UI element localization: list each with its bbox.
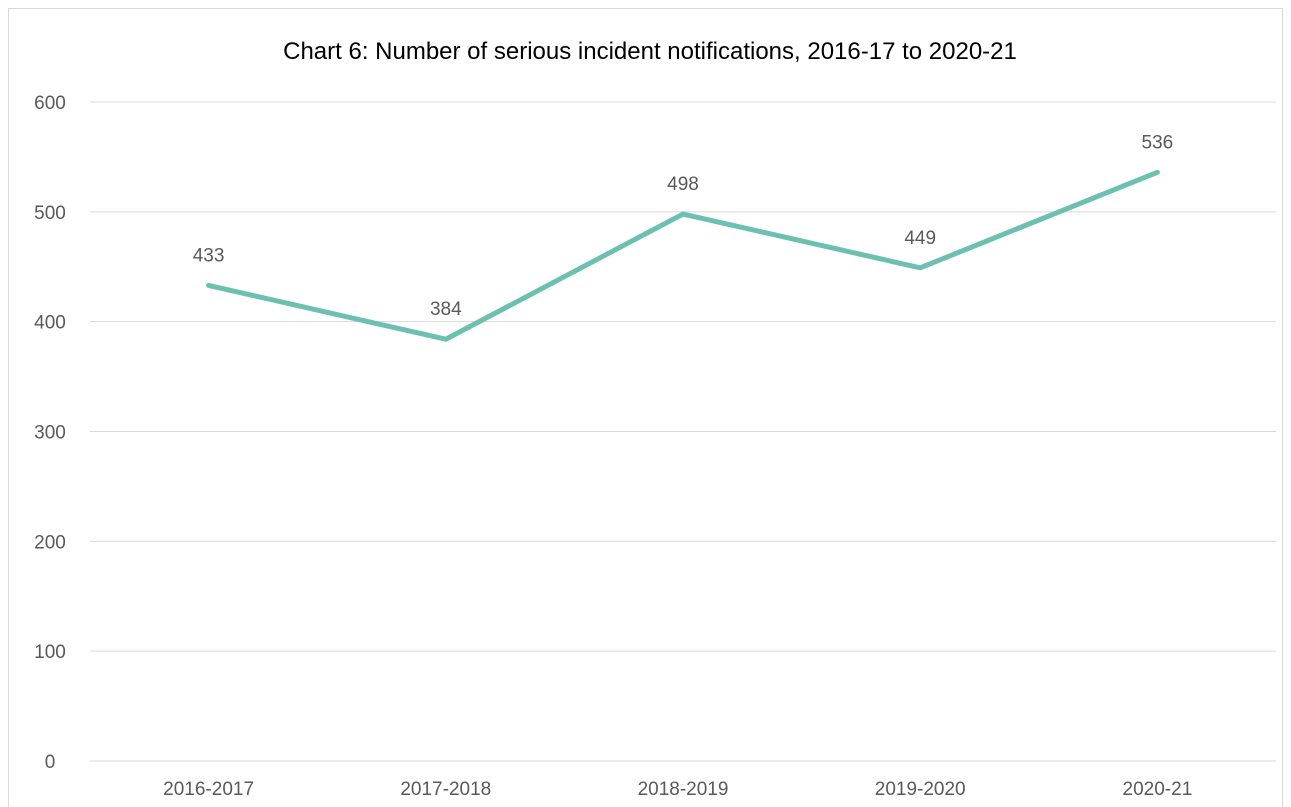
x-axis-tick-labels: 2016-2017 2017-2018 2018-2019 2019-2020 2020… <box>163 779 1192 800</box>
y-tick-label: 500 <box>34 203 66 224</box>
y-tick-label: 300 <box>34 423 66 444</box>
series-line <box>206 169 1160 342</box>
chart-title: Chart 6: Number of serious incident noti… <box>283 38 1017 65</box>
y-tick-label: 400 <box>34 313 66 334</box>
y-tick-label: 0 <box>45 752 56 773</box>
x-tick-label: 2017-2018 <box>400 779 491 800</box>
data-label: 433 <box>193 245 225 266</box>
y-tick-label: 600 <box>34 93 66 114</box>
gridlines <box>90 101 1276 762</box>
y-tick-label: 100 <box>34 642 66 663</box>
data-label: 449 <box>904 228 936 249</box>
y-axis-tick-labels: 0 100 200 300 400 500 600 <box>34 93 66 773</box>
x-tick-label: 2016-2017 <box>163 779 254 800</box>
series-layer <box>206 169 1160 342</box>
data-label: 498 <box>667 174 699 195</box>
x-tick-label: 2020-21 <box>1123 779 1193 800</box>
x-tick-label: 2019-2020 <box>875 779 966 800</box>
data-labels: 433 384 498 449 536 <box>193 132 1174 320</box>
x-tick-label: 2018-2019 <box>638 779 729 800</box>
data-label: 536 <box>1142 132 1174 153</box>
chart-area <box>8 8 1283 807</box>
data-label: 384 <box>430 299 462 320</box>
y-tick-label: 200 <box>34 532 66 553</box>
